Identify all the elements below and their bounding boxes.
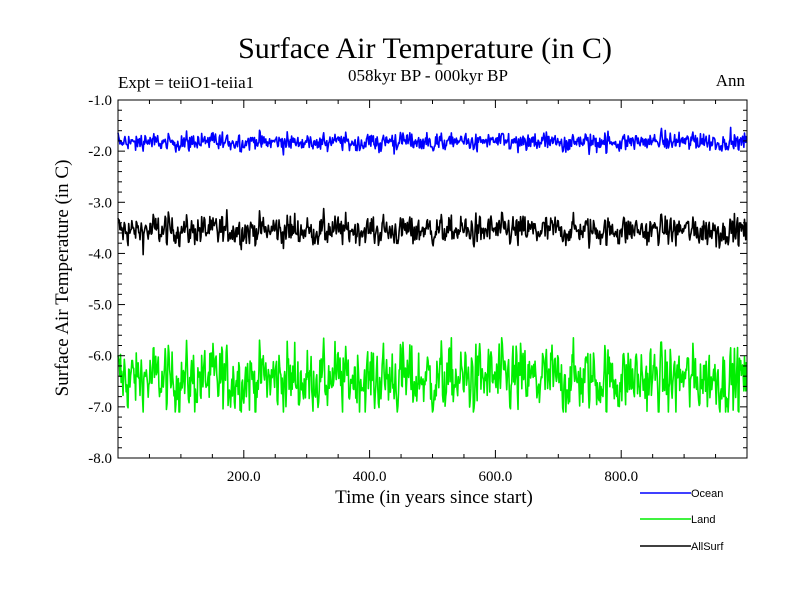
chart-title: Surface Air Temperature (in C) <box>238 32 612 65</box>
legend-label-land: Land <box>691 514 715 526</box>
legend-label-ocean: Ocean <box>691 488 723 500</box>
x-tick-label: 400.0 <box>353 469 387 485</box>
legend-label-allsurf: AllSurf <box>691 541 724 553</box>
y-tick-label: -8.0 <box>88 451 112 467</box>
y-axis-label: Surface Air Temperature (in C) <box>52 160 73 397</box>
x-tick-label: 800.0 <box>604 469 638 485</box>
y-tick-label: -4.0 <box>88 246 112 262</box>
x-tick-label: 200.0 <box>227 469 261 485</box>
season-label: Ann <box>716 71 746 90</box>
x-tick-label: 600.0 <box>479 469 513 485</box>
y-tick-label: -1.0 <box>88 93 112 109</box>
y-tick-label: -6.0 <box>88 349 112 365</box>
y-tick-label: -3.0 <box>88 195 112 211</box>
y-tick-label: -7.0 <box>88 400 112 416</box>
y-tick-label: -2.0 <box>88 144 112 160</box>
series-line-allsurf <box>117 207 748 256</box>
chart-subtitle: 058kyr BP - 000kyr BP <box>348 66 508 85</box>
axes: -1.0 -2.0 -3.0 -4.0 -5.0 -6.0 -7.0 -8.0 200.0 400… <box>88 93 748 485</box>
series-line-land <box>117 337 748 413</box>
experiment-label: Expt = teiiO1-teiia1 <box>118 73 254 92</box>
y-tick-label: -5.0 <box>88 298 112 314</box>
x-axis-label: Time (in years since start) <box>335 487 533 508</box>
series-line-ocean <box>117 126 748 156</box>
legend: Ocean Land AllSurf <box>640 488 724 553</box>
plot-area <box>117 126 748 413</box>
